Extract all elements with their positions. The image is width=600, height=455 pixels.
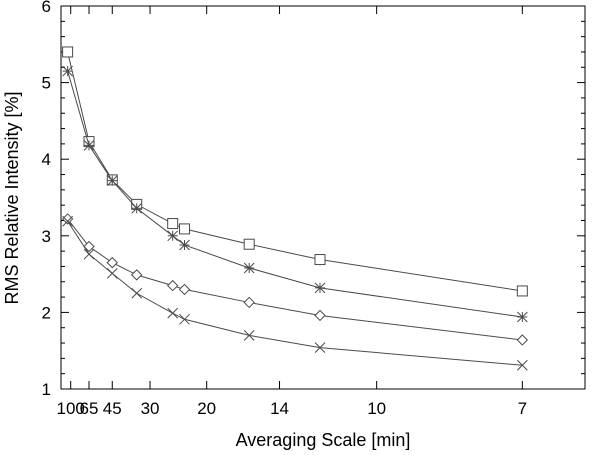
data-point-asterisk: [62, 65, 73, 77]
data-point-asterisk: [106, 175, 118, 187]
data-point-asterisk: [167, 230, 179, 242]
x-tick-label: 14: [270, 399, 289, 418]
data-point-square: [314, 254, 326, 266]
x-tick-label: 65: [80, 399, 99, 418]
x-tick-label: 10: [367, 399, 386, 418]
x-axis-title: Averaging Scale [min]: [236, 430, 411, 450]
data-point-square: [516, 285, 528, 297]
y-tick-label: 3: [42, 227, 51, 246]
x-tick-label: 30: [141, 399, 160, 418]
y-axis-title: RMS Relative Intensity [%]: [2, 91, 22, 304]
y-tick-label: 2: [42, 303, 51, 322]
y-axis-ticks: 1 2 3 4 5 6: [42, 0, 585, 399]
x-tick-label: 45: [103, 399, 122, 418]
data-point-square: [243, 238, 255, 250]
data-point-asterisk: [243, 262, 255, 274]
data-point-x: [106, 267, 118, 279]
data-point-diamond: [61, 213, 74, 225]
data-point-square: [62, 46, 74, 58]
series-square: [62, 46, 528, 297]
series-line-square: [67, 51, 523, 292]
data-point-square: [167, 218, 179, 230]
y-tick-label: 6: [42, 0, 51, 16]
y-tick-label: 1: [42, 380, 51, 399]
data-point-diamond: [106, 256, 118, 269]
series-x: [62, 215, 528, 371]
data-point-asterisk: [179, 239, 190, 251]
series-line-x: [67, 220, 523, 366]
data-point-asterisk: [83, 140, 95, 151]
data-point-asterisk: [314, 282, 326, 294]
data-point-x: [83, 248, 95, 260]
data-point-diamond: [516, 334, 529, 346]
x-tick-label: 7: [518, 399, 527, 418]
data-point-diamond: [166, 279, 179, 292]
series-asterisk: [62, 65, 528, 323]
data-point-x: [179, 313, 190, 325]
data-point-x: [131, 287, 143, 299]
series-layer: [61, 46, 529, 371]
data-point-x: [62, 215, 73, 227]
series-diamond: [61, 213, 529, 346]
data-point-square: [179, 223, 191, 235]
data-point-diamond: [130, 269, 143, 281]
data-point-x: [516, 359, 528, 371]
data-point-asterisk: [516, 311, 528, 323]
y-tick-label: 5: [42, 74, 51, 93]
data-point-x: [167, 307, 179, 319]
data-point-x: [314, 342, 326, 353]
x-tick-label: 100: [57, 399, 85, 418]
x-tick-label: 20: [197, 399, 216, 418]
data-point-x: [243, 330, 255, 341]
data-point-diamond: [243, 296, 255, 309]
data-point-diamond: [178, 283, 191, 296]
data-point-asterisk: [131, 202, 143, 214]
y-tick-label: 4: [42, 150, 51, 169]
plot-frame: [60, 5, 586, 390]
data-point-diamond: [83, 240, 95, 253]
data-point-diamond: [314, 309, 326, 322]
